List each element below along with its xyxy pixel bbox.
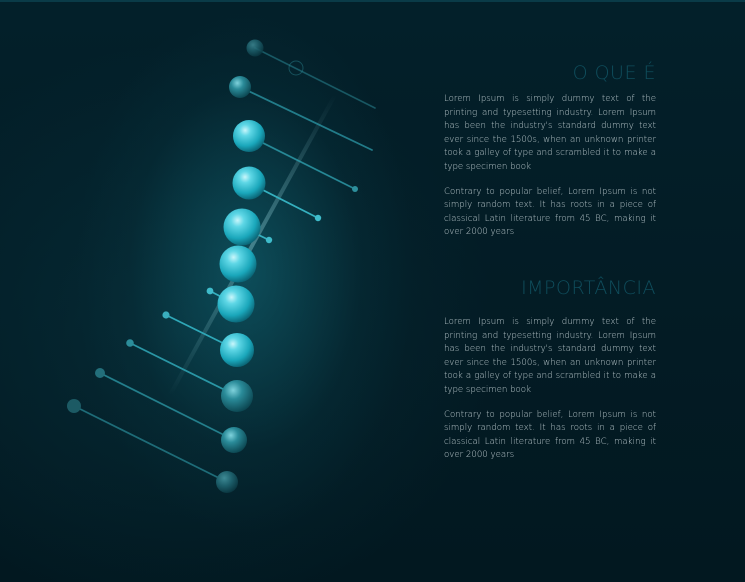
section-heading: O QUE É	[572, 62, 656, 84]
section-heading: IMPORTÂNCIA	[521, 277, 656, 299]
helix-spheres	[216, 39, 266, 493]
top-border	[0, 0, 745, 2]
helix-end-nodes	[67, 60, 358, 413]
helix-backbone	[168, 94, 337, 396]
section-what-is: O QUE É Lorem Ipsum is simply dummy text…	[444, 62, 656, 251]
section-paragraph: Lorem Ipsum is simply dummy text of the …	[444, 317, 656, 395]
section-paragraph: Contrary to popular belief, Lorem Ipsum …	[444, 409, 656, 461]
section-importance: IMPORTÂNCIA Lorem Ipsum is simply dummy …	[444, 277, 656, 474]
section-paragraph: Lorem Ipsum is simply dummy text of the …	[444, 94, 656, 172]
section-paragraph: Contrary to popular belief, Lorem Ipsum …	[444, 186, 656, 238]
